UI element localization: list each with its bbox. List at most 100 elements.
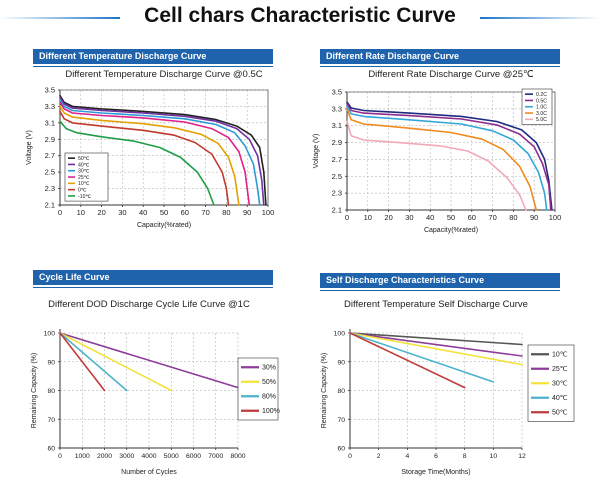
y-axis-label: Remaining Capacity (%) bbox=[321, 353, 328, 428]
x-axis-label: Storage Time(Months) bbox=[401, 469, 470, 476]
y-tick-label: 3.5 bbox=[45, 86, 55, 95]
chart-title: Different Rate Discharge Curve @25℃ bbox=[368, 69, 534, 80]
legend-label: 3.0C bbox=[536, 111, 547, 117]
x-tick-label: 6000 bbox=[186, 453, 201, 460]
series-line bbox=[59, 332, 128, 392]
chart-title: Different DOD Discharge Cycle Life Curve… bbox=[48, 299, 250, 310]
series-line bbox=[59, 332, 173, 392]
y-tick-label: 2.1 bbox=[332, 206, 342, 215]
x-tick-label: 30 bbox=[405, 213, 413, 222]
series-line bbox=[349, 332, 523, 346]
legend-label: 30% bbox=[262, 365, 276, 372]
legend-label: 40℃ bbox=[78, 162, 90, 168]
x-tick-label: 20 bbox=[97, 208, 105, 217]
legend-label: 10℃ bbox=[552, 352, 568, 359]
y-tick-label: 70 bbox=[337, 417, 345, 424]
x-tick-label: 10 bbox=[364, 213, 372, 222]
x-tick-label: 8000 bbox=[230, 453, 245, 460]
title-divider-left bbox=[0, 17, 120, 19]
legend-label: 0.2C bbox=[536, 92, 547, 98]
x-tick-label: 3000 bbox=[119, 453, 134, 460]
x-tick-label: 2 bbox=[377, 453, 381, 460]
x-tick-label: 50 bbox=[447, 213, 455, 222]
legend-label: 25℃ bbox=[552, 366, 568, 373]
x-axis-label: Number of Cycles bbox=[121, 469, 177, 476]
y-tick-label: 2.9 bbox=[332, 138, 342, 147]
x-tick-label: 40 bbox=[139, 208, 147, 217]
y-tick-label: 100 bbox=[44, 331, 56, 338]
x-tick-label: 10 bbox=[77, 208, 85, 217]
x-tick-label: 4 bbox=[405, 453, 409, 460]
series-line bbox=[349, 332, 495, 383]
y-tick-label: 2.3 bbox=[332, 189, 342, 198]
panel-header-self-discharge: Self Discharge Characteristics Curve bbox=[320, 273, 560, 291]
x-tick-label: 0 bbox=[348, 453, 352, 460]
x-tick-label: 70 bbox=[201, 208, 209, 217]
legend: 30% 50% 80% 100% bbox=[237, 357, 280, 421]
x-tick-label: 80 bbox=[222, 208, 230, 217]
x-tick-label: 8 bbox=[463, 453, 467, 460]
series-line bbox=[59, 110, 230, 206]
legend: 0.2C0.5C1.0C3.0C5.0C bbox=[521, 88, 553, 125]
y-tick-label: 70 bbox=[47, 417, 55, 424]
series-line bbox=[59, 96, 265, 206]
title-divider-right bbox=[480, 17, 600, 19]
y-tick-label: 2.9 bbox=[45, 135, 55, 144]
panel-header-rate: Different Rate Discharge Curve bbox=[320, 49, 560, 67]
x-tick-label: 6 bbox=[434, 453, 438, 460]
chart-4: Different Temperature Self Discharge Cur… bbox=[321, 299, 575, 476]
legend-label: 30℃ bbox=[78, 169, 90, 175]
legend: 50℃40℃30℃25℃10℃0℃-10℃ bbox=[64, 152, 109, 202]
series-line bbox=[59, 332, 106, 392]
x-tick-label: 2000 bbox=[97, 453, 112, 460]
y-tick-label: 2.7 bbox=[332, 155, 342, 164]
series-line bbox=[346, 108, 538, 211]
series-line bbox=[349, 332, 523, 357]
series-line bbox=[346, 101, 553, 211]
x-axis-label: Capacity(%rated) bbox=[137, 222, 191, 229]
legend-label: 100% bbox=[262, 408, 280, 415]
chart-title: Different Temperature Self Discharge Cur… bbox=[344, 299, 528, 310]
series-line bbox=[59, 105, 240, 206]
y-tick-label: 60 bbox=[337, 446, 345, 453]
y-tick-label: 3.3 bbox=[45, 102, 55, 111]
y-tick-label: 2.3 bbox=[45, 184, 55, 193]
legend-label: 50℃ bbox=[552, 410, 568, 417]
panel-header-temperature: Different Temperature Discharge Curve bbox=[33, 49, 273, 67]
legend-label: 40℃ bbox=[552, 395, 568, 402]
y-tick-label: 80 bbox=[47, 388, 55, 395]
x-tick-label: 1000 bbox=[75, 453, 90, 460]
page-title: Cell chars Characteristic Curve bbox=[144, 4, 456, 27]
y-axis-label: Voltage (V) bbox=[26, 130, 33, 165]
y-tick-label: 2.5 bbox=[332, 172, 342, 181]
legend: 10℃ 25℃ 30℃ 40℃ 50℃ bbox=[527, 344, 575, 422]
x-tick-label: 0 bbox=[58, 453, 62, 460]
y-tick-label: 90 bbox=[337, 359, 345, 366]
series-line bbox=[59, 101, 251, 206]
series-line bbox=[349, 332, 466, 389]
legend-label: 50% bbox=[262, 379, 276, 386]
x-tick-label: 60 bbox=[181, 208, 189, 217]
y-tick-label: 90 bbox=[47, 359, 55, 366]
x-tick-label: 5000 bbox=[164, 453, 179, 460]
y-tick-label: 2.5 bbox=[45, 168, 55, 177]
panel-header-cycle-life: Cycle Life Curve bbox=[33, 270, 273, 288]
y-tick-label: 60 bbox=[47, 446, 55, 453]
x-tick-label: 0 bbox=[345, 213, 349, 222]
x-axis-label: Capacity(%rated) bbox=[424, 227, 478, 234]
legend-label: 25℃ bbox=[78, 175, 90, 181]
legend-label: 10℃ bbox=[78, 181, 90, 187]
y-tick-label: 2.7 bbox=[45, 151, 55, 160]
series-line bbox=[59, 94, 267, 206]
x-tick-label: 80 bbox=[509, 213, 517, 222]
x-tick-label: 40 bbox=[426, 213, 434, 222]
legend-label: -10℃ bbox=[78, 194, 91, 200]
x-tick-label: 100 bbox=[262, 208, 275, 217]
x-tick-label: 0 bbox=[58, 208, 62, 217]
legend-label: 0.5C bbox=[536, 98, 547, 104]
legend-label: 80% bbox=[262, 394, 276, 401]
y-tick-label: 3.5 bbox=[332, 88, 342, 97]
x-tick-label: 50 bbox=[160, 208, 168, 217]
y-tick-label: 3.3 bbox=[332, 104, 342, 113]
